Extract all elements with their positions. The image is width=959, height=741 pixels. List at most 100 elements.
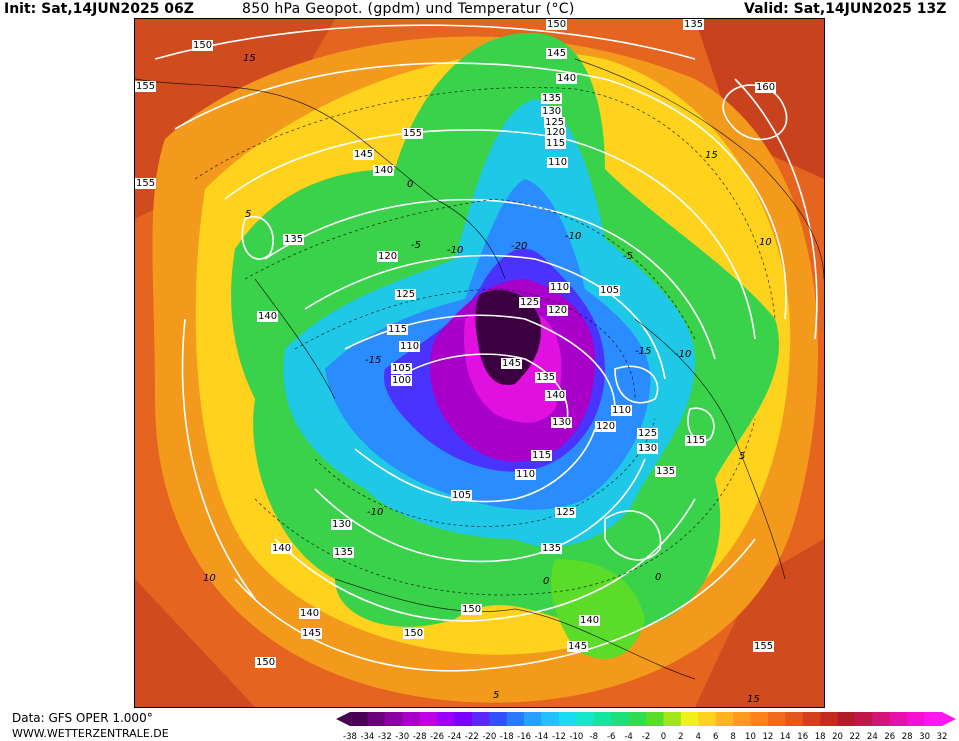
temperature-label: 10 <box>203 573 216 584</box>
legend-tick-label: 30 <box>919 732 930 741</box>
legend-arrow-right <box>942 712 956 726</box>
geopotential-label: 130 <box>551 417 573 428</box>
temperature-label: 5 <box>739 451 746 462</box>
geopotential-label: 135 <box>655 466 677 477</box>
coastlines <box>135 58 824 680</box>
legend-swatch <box>419 712 438 726</box>
geopotential-label: 140 <box>373 165 395 176</box>
geopotential-label: 135 <box>283 234 305 245</box>
geopotential-label: 125 <box>544 117 566 128</box>
geopotential-label: 135 <box>541 543 563 554</box>
legend-swatch <box>437 712 455 726</box>
temperature-label: 0 <box>655 572 662 583</box>
legend-tick-label: -26 <box>430 732 444 741</box>
legend-tick-label: 22 <box>850 732 861 741</box>
legend-swatch <box>558 712 577 726</box>
geopotential-label: 110 <box>549 282 571 293</box>
legend-tick-label: -30 <box>395 732 409 741</box>
legend-tick-label: 4 <box>696 732 701 741</box>
temperature-label: -10 <box>447 245 464 256</box>
legend-swatch <box>611 712 629 726</box>
geopotential-label: 125 <box>555 507 577 518</box>
geopotential-label: 140 <box>545 390 567 401</box>
temperature-label: -15 <box>635 346 652 357</box>
temperature-label: 15 <box>705 150 718 161</box>
geopotential-label: 120 <box>377 251 399 262</box>
legend-swatch <box>384 712 403 726</box>
legend-tick-label: -28 <box>413 732 427 741</box>
temperature-label: -5 <box>411 240 421 251</box>
weather-map: 150 155 150 145 140 135 130 125 120 115 … <box>134 18 825 708</box>
legend-swatch <box>489 712 507 726</box>
geopotential-label: 105 <box>391 363 413 374</box>
geopotential-label: 130 <box>541 106 563 117</box>
hot-region-northeast <box>695 19 824 179</box>
geopotential-label: 135 <box>541 93 563 104</box>
legend-swatch <box>872 712 891 726</box>
geopotential-label: 145 <box>301 628 323 639</box>
geopotential-label: 140 <box>299 608 321 619</box>
legend-tick-label: -12 <box>552 732 566 741</box>
legend-tick-label: -34 <box>360 732 374 741</box>
geopotential-label: 110 <box>399 341 421 352</box>
legend-swatch <box>402 712 420 726</box>
temperature-label: -10 <box>565 231 582 242</box>
temperature-isotherms <box>194 87 776 596</box>
legend-tick-label: 14 <box>780 732 791 741</box>
legend-tick-label: 10 <box>745 732 756 741</box>
legend-swatch <box>506 712 525 726</box>
geopotential-label: 105 <box>451 490 473 501</box>
geopotential-label: 130 <box>637 443 659 454</box>
legend-swatch <box>541 712 560 726</box>
legend-tick-label: 2 <box>678 732 683 741</box>
data-source-label: Data: GFS OPER 1.000° <box>12 711 153 725</box>
geopotential-label: 150 <box>461 604 483 615</box>
legend-swatch <box>820 712 838 726</box>
legend-tick-label: 28 <box>902 732 913 741</box>
legend-swatch <box>889 712 908 726</box>
legend-tick-label: -16 <box>517 732 531 741</box>
legend-swatch <box>733 712 751 726</box>
legend-swatch <box>750 712 769 726</box>
legend-tick-label: 12 <box>762 732 773 741</box>
green-lobe-south <box>551 559 645 659</box>
geopotential-label: 110 <box>547 157 569 168</box>
legend-tick-label: -4 <box>624 732 632 741</box>
legend-tick-label: 32 <box>937 732 948 741</box>
legend-swatch <box>767 712 786 726</box>
legend-swatch <box>854 712 873 726</box>
legend-swatch <box>454 712 473 726</box>
geopotential-label: 150 <box>403 628 425 639</box>
legend-tick-label: -6 <box>607 732 615 741</box>
geopotential-label: 115 <box>685 435 707 446</box>
legend-swatch <box>367 712 386 726</box>
temperature-label: 0 <box>543 576 550 587</box>
geopotential-label: 125 <box>519 297 541 308</box>
legend-tick-label: -14 <box>535 732 549 741</box>
temperature-field <box>135 19 824 707</box>
temperature-label: 0 <box>407 179 414 190</box>
geopotential-label: 120 <box>547 305 569 316</box>
legend-tick-label: 18 <box>815 732 826 741</box>
geopotential-label: 115 <box>531 450 553 461</box>
legend-swatch <box>785 712 803 726</box>
geopotential-label: 110 <box>515 469 537 480</box>
geopotential-label: 135 <box>535 372 557 383</box>
legend-tick-label: -38 <box>343 732 357 741</box>
geopotential-label: 125 <box>395 289 417 300</box>
legend-tick-label: -10 <box>569 732 583 741</box>
hot-region-southeast <box>695 539 824 707</box>
geopotential-label: 135 <box>333 547 355 558</box>
legend-tick-label: 16 <box>797 732 808 741</box>
geopotential-label: 150 <box>546 19 568 30</box>
hot-region-southwest <box>135 579 255 707</box>
legend-swatch <box>837 712 856 726</box>
map-title: 850 hPa Geopot. (gpdm) und Temperatur (°… <box>242 1 575 17</box>
temperature-label: -15 <box>365 355 382 366</box>
geopotential-label: 120 <box>595 421 617 432</box>
geopotential-label: 115 <box>545 138 567 149</box>
geopotential-label: 140 <box>556 73 578 84</box>
geopotential-label: 145 <box>567 641 589 652</box>
geopotential-label: 150 <box>255 657 277 668</box>
geopotential-label: 145 <box>501 358 523 369</box>
